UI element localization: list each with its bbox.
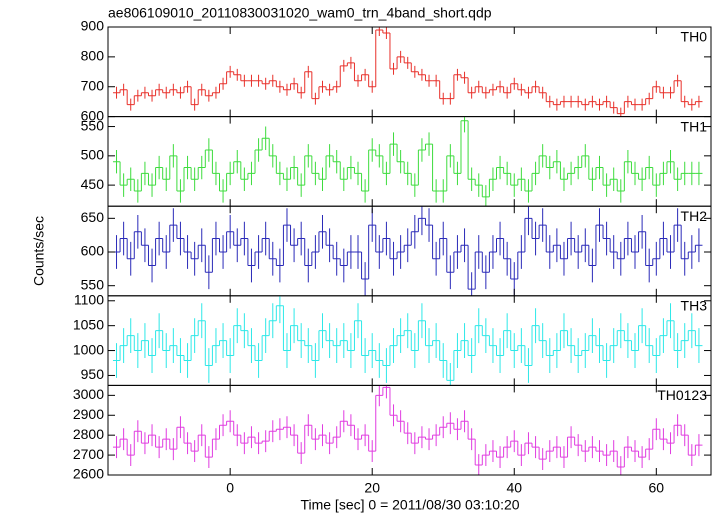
panel-label: TH0123 (657, 387, 707, 403)
x-tick-label: 0 (226, 480, 234, 496)
x-tick-label: 60 (649, 480, 665, 496)
y-axis-label: Counts/sec (31, 216, 47, 286)
panel-frame (107, 384, 712, 476)
y-tick-label: 450 (81, 176, 105, 192)
y-tick-label: 550 (81, 276, 105, 292)
chart-title: ae806109010_20110830031020_wam0_trn_4ban… (108, 5, 492, 21)
y-tick-label: 1050 (73, 316, 104, 332)
y-tick-label: 2600 (73, 466, 104, 482)
y-tick-label: 650 (81, 209, 105, 225)
panel (112, 27, 703, 117)
y-tick-label: 550 (81, 117, 105, 133)
panel (112, 116, 703, 207)
panel (112, 206, 703, 296)
y-tick-label: 600 (81, 243, 105, 259)
y-tick-label: 2700 (73, 446, 104, 462)
y-tick-label: 3000 (73, 386, 104, 402)
y-tick-label: 950 (81, 366, 105, 382)
panel-label: TH1 (681, 118, 708, 134)
x-tick-label: 20 (364, 480, 380, 496)
x-axis-label: Time [sec] 0 = 2011/08/30 03:10:20 (300, 497, 519, 513)
y-tick-label: 900 (81, 18, 105, 34)
x-tick-label: 40 (506, 480, 522, 496)
y-tick-label: 1100 (74, 291, 104, 307)
y-tick-label: 600 (81, 107, 105, 123)
y-tick-label: 500 (81, 147, 105, 163)
y-tick-label: 700 (81, 77, 105, 93)
y-tick-label: 2900 (73, 406, 104, 422)
panel (112, 295, 703, 386)
panel-label: TH2 (681, 208, 708, 224)
y-tick-label: 800 (81, 48, 105, 64)
y-tick-label: 2800 (73, 426, 104, 442)
y-tick-label: 1000 (73, 341, 104, 357)
panel-label: TH3 (681, 298, 708, 314)
panel-label: TH0 (681, 29, 708, 45)
panel (112, 385, 703, 475)
